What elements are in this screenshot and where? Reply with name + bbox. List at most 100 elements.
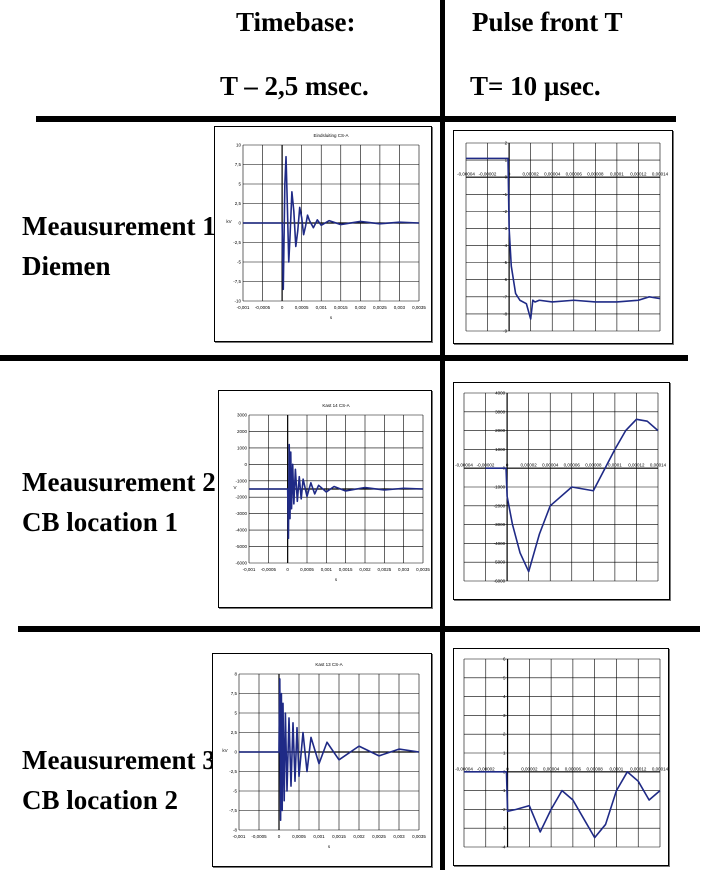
header-divider — [36, 116, 676, 122]
x-tick-label: 0,00014 — [652, 766, 668, 771]
y-tick-label: 7,5 — [231, 691, 238, 696]
y-tick-label: 0 — [505, 175, 508, 180]
y-tick-label: 2000 — [495, 428, 506, 433]
row-divider-1 — [0, 355, 688, 361]
y-tick-label: -4000 — [235, 528, 247, 533]
x-tick-label: 0,0015 — [339, 567, 353, 572]
x-axis-label: s — [328, 844, 331, 849]
x-tick-label: 0,003 — [394, 305, 406, 310]
x-tick-label: 0,002 — [353, 834, 365, 839]
chart-pulse-measurement-3: -0,00004 -0,00002 0 0,00002 0,00004 0,00006 0,… — [453, 648, 669, 866]
x-tick-label: 0,00008 — [587, 766, 604, 771]
x-tick-label: 0,00006 — [566, 172, 583, 177]
row-3-label-line1: Meausurement 3 — [22, 745, 216, 775]
x-tick-label: 0,00004 — [543, 766, 560, 771]
x-tick-label: 0,001 — [313, 834, 325, 839]
y-tick-label: -5000 — [235, 544, 247, 549]
row-1-label-line1: Meausurement 1 — [22, 211, 216, 241]
x-tick-label: -0,00002 — [477, 766, 495, 771]
x-tick-label: 0,00008 — [587, 172, 604, 177]
series-line — [466, 157, 661, 320]
timebase-title: Timebase: — [236, 7, 356, 37]
y-tick-label: -7,5 — [229, 808, 237, 813]
y-tick-label: -3 — [503, 226, 507, 231]
x-tick-label: 0,0005 — [300, 567, 314, 572]
y-tick-label: 3000 — [495, 409, 506, 414]
x-tick-label: 0,003 — [393, 834, 405, 839]
x-axis-label: s — [335, 577, 338, 582]
y-tick-label: -8 — [503, 311, 507, 316]
y-tick-label: 1000 — [495, 447, 506, 452]
x-tick-label: 0,0005 — [295, 305, 309, 310]
row-2-label-line2: CB location 1 — [22, 507, 179, 537]
y-tick-label: -5 — [237, 260, 241, 265]
y-tick-label: 0 — [238, 221, 241, 226]
row-label-3: Meausurement 3 CB location 2 — [22, 740, 216, 820]
x-tick-label: 0 — [278, 834, 281, 839]
y-axis-label: kV — [222, 748, 227, 753]
chart-pulse-measurement-2: -0,00004 -0,00002 0 0,00002 0,00004 0,00006 0,… — [453, 382, 670, 600]
x-tick-label: -0,00004 — [455, 766, 473, 771]
row-1-label-line2: Diemen — [22, 251, 111, 281]
y-tick-label: -2000 — [235, 495, 247, 500]
x-tick-label: 0,0001 — [608, 463, 622, 468]
x-tick-label: 0,0035 — [412, 834, 426, 839]
y-tick-label: -3000 — [494, 522, 506, 527]
x-tick-label: 0,001 — [321, 567, 333, 572]
x-tick-label: 0,00004 — [542, 463, 559, 468]
chart-svg-3: -0,00004 -0,00002 0 0,00002 0,00004 0,00006 0,… — [455, 391, 667, 584]
chart-title: Eindsluiting CS-A — [313, 133, 348, 138]
chart-pulse-measurement-1: -0,00004 -0,00002 0 0,00002 0,00004 0,00006 0,… — [453, 130, 673, 344]
chart-timebase-measurement-2: -0,001 -0,0005 0 0,0005 0,001 0,0015 0,002 0,00… — [218, 390, 432, 608]
y-tick-label: -5 — [233, 789, 237, 794]
y-tick-label: -6000 — [235, 561, 247, 566]
x-tick-label: 0,00012 — [630, 172, 647, 177]
y-tick-label: -2 — [503, 209, 507, 214]
series-line — [239, 678, 420, 822]
y-axis-label: V — [233, 485, 236, 490]
y-tick-label: -6000 — [494, 579, 506, 584]
x-axis-label: s — [330, 315, 333, 320]
x-tick-label: 0,0015 — [334, 305, 348, 310]
y-tick-label: 7,5 — [235, 162, 242, 167]
y-tick-label: -8 — [233, 828, 237, 833]
y-axis-label: kV — [226, 219, 231, 224]
chart-svg-2: -0,001 -0,0005 0 0,0005 0,001 0,0015 0,002 0,00… — [233, 403, 430, 582]
x-tick-label: -0,001 — [233, 834, 246, 839]
x-tick-label: 0,0001 — [610, 766, 624, 771]
y-tick-label: 5 — [234, 711, 237, 716]
x-tick-label: -0,0005 — [255, 305, 271, 310]
y-tick-label: -4000 — [494, 541, 506, 546]
row-2-label-line1: Meausurement 2 — [22, 467, 216, 497]
chart-title: Kast 13 CS-A — [315, 662, 342, 667]
x-tick-label: 0,00006 — [565, 766, 582, 771]
x-tick-label: 0,0001 — [610, 172, 624, 177]
x-tick-label: 0,00008 — [585, 463, 602, 468]
x-tick-label: -0,001 — [243, 567, 256, 572]
y-tick-label: 2,5 — [235, 201, 242, 206]
y-tick-label: 3000 — [237, 413, 248, 418]
row-3-label-line2: CB location 2 — [22, 785, 179, 815]
x-tick-label: 0,00002 — [521, 766, 538, 771]
y-tick-label: 10 — [236, 143, 242, 148]
chart-svg-0: -0,001 -0,0005 0 0,0005 0,001 0,0015 0,002 0,00… — [226, 133, 426, 320]
x-tick-label: -0,001 — [237, 305, 250, 310]
y-tick-label: 1 — [505, 158, 508, 163]
y-tick-label: -5 — [503, 260, 507, 265]
x-tick-label: 0,002 — [355, 305, 367, 310]
x-tick-label: -0,00002 — [479, 172, 497, 177]
y-tick-label: 1000 — [237, 445, 248, 450]
y-tick-label: 5 — [238, 182, 241, 187]
y-tick-label: -3 — [502, 826, 506, 831]
y-tick-label: -1 — [503, 192, 507, 197]
x-tick-label: 0,0025 — [373, 305, 387, 310]
x-tick-label: 0,00014 — [650, 463, 667, 468]
y-tick-label: -10 — [234, 299, 241, 304]
y-tick-label: -1000 — [235, 478, 247, 483]
y-tick-label: 4000 — [495, 391, 506, 396]
y-tick-label: 2,5 — [231, 730, 238, 735]
row-divider-2 — [18, 626, 700, 632]
y-tick-label: 1 — [503, 751, 506, 756]
chart-svg-1: -0,00004 -0,00002 0 0,00002 0,00004 0,00006 0,… — [457, 141, 669, 334]
y-tick-label: 0 — [234, 750, 237, 755]
